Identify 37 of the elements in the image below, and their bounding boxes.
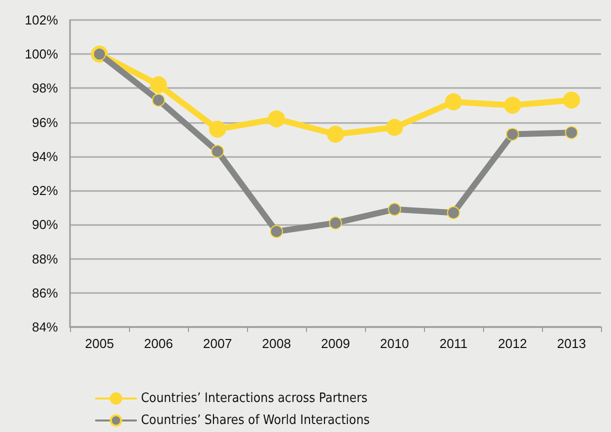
point [445,93,462,110]
point [388,202,401,216]
x-tick-label: 2013 [557,336,586,351]
point [386,118,403,136]
point [506,128,519,141]
x-tick-label: 2010 [380,336,409,351]
y-tick-label: 98% [32,80,58,96]
point [270,224,283,238]
legend-label: Countries’ Interactions across Partners [141,391,368,406]
x-tick-label: 2007 [203,336,232,351]
y-tick-label: 90% [32,217,58,232]
point [211,144,224,158]
point [150,76,167,94]
x-tick-label: 2011 [440,336,468,351]
point [329,216,342,230]
x-tick-label: 2008 [262,336,291,351]
y-tick-label: 88% [32,251,58,266]
point [565,126,578,140]
y-tick-label: 94% [32,148,58,164]
y-tick-label: 86% [32,285,58,300]
y-tick-label: 102% [24,12,58,28]
point [268,110,285,128]
legend-label: Countries’ Shares of World Interactions [141,413,370,428]
y-tick-label: 100% [24,46,58,62]
point [447,206,460,220]
point [504,96,521,114]
y-tick-label: 92% [32,183,58,198]
x-tick-label: 2005 [85,336,114,351]
x-tick-label: 2006 [144,336,173,351]
point [209,120,226,138]
point [327,126,344,143]
y-tick-label: 84% [32,320,58,334]
y-tick-label: 96% [32,114,58,130]
point [152,94,165,107]
x-tick-label: 2009 [321,336,350,351]
x-tick-label: 2012 [498,336,527,351]
point [563,92,580,109]
